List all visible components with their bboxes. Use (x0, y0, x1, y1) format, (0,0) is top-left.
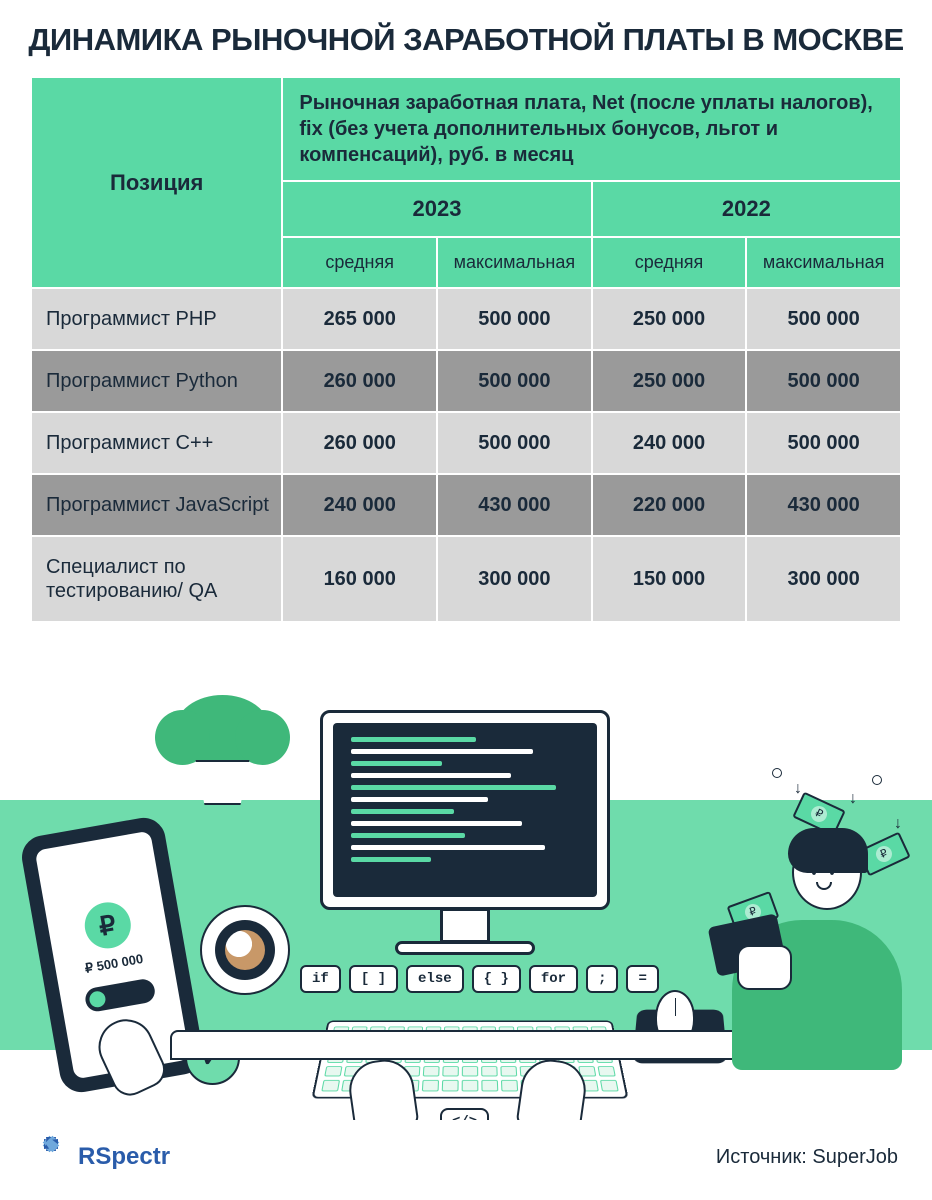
cell-2022-max: 500 000 (747, 413, 900, 473)
col-year-2022: 2022 (593, 182, 900, 236)
cell-2022-avg: 250 000 (593, 289, 746, 349)
col-position: Позиция (32, 78, 281, 287)
cell-2022-max: 430 000 (747, 475, 900, 535)
cell-2022-avg: 150 000 (593, 537, 746, 621)
cell-2023-avg: 260 000 (283, 351, 436, 411)
code-chip: else (406, 965, 464, 993)
cell-2023-max: 500 000 (438, 413, 591, 473)
footer: RSpectr Источник: SuperJob (0, 1140, 932, 1200)
col-2022-max: максимальная (747, 238, 900, 287)
cell-position: Программист C++ (32, 413, 281, 473)
rspectr-logo: RSpectr (34, 1140, 170, 1174)
coffee-cup-icon (200, 905, 290, 995)
page-title: ДИНАМИКА РЫНОЧНОЙ ЗАРАБОТНОЙ ПЛАТЫ В МОС… (0, 0, 932, 76)
table-row: Программист C++260 000500 000240 000500 … (32, 413, 900, 473)
cell-position: Специалист по тестированию/ QA (32, 537, 281, 621)
cell-2022-avg: 250 000 (593, 351, 746, 411)
code-chips-row: if [ ] else { } for; = (300, 965, 659, 993)
salary-table: Позиция Рыночная заработная плата, Net (… (30, 76, 902, 623)
col-description: Рыночная заработная плата, Net (после уп… (283, 78, 900, 180)
ruble-icon: ₽ (81, 899, 134, 952)
col-2022-avg: средняя (593, 238, 746, 287)
monitor-icon (320, 710, 610, 955)
phone-toggle-icon (83, 977, 156, 1013)
cell-2022-avg: 220 000 (593, 475, 746, 535)
bubble-tag: </> (440, 1108, 489, 1120)
col-year-2023: 2023 (283, 182, 590, 236)
cell-2022-max: 500 000 (747, 289, 900, 349)
cell-2023-avg: 160 000 (283, 537, 436, 621)
cell-2022-max: 500 000 (747, 351, 900, 411)
desk-icon (170, 1030, 760, 1060)
cell-2023-max: 500 000 (438, 289, 591, 349)
phone-amount: ₽ 500 000 (84, 951, 145, 977)
code-chip: { } (472, 965, 521, 993)
cell-2023-avg: 240 000 (283, 475, 436, 535)
cell-2022-avg: 240 000 (593, 413, 746, 473)
illustration: ₽ ₽ 500 000 if[ ]else{ }for;= != </> ✓ ↓… (0, 690, 932, 1120)
cell-position: Программист Python (32, 351, 281, 411)
salary-table-container: Позиция Рыночная заработная плата, Net (… (0, 76, 932, 623)
table-row: Программист Python260 000500 000250 0005… (32, 351, 900, 411)
table-row: Специалист по тестированию/ QA160 000300… (32, 537, 900, 621)
code-chip: = (626, 965, 658, 993)
rspectr-logo-text: RSpectr (78, 1143, 170, 1171)
cell-position: Программист JavaScript (32, 475, 281, 535)
cell-2023-max: 300 000 (438, 537, 591, 621)
code-chip: [ ] (349, 965, 398, 993)
plant-icon (175, 695, 270, 805)
cell-2023-avg: 260 000 (283, 413, 436, 473)
table-row: Программист PHP265 000500 000250 000500 … (32, 289, 900, 349)
person-with-money-icon: ↓ ↓ ↓ (712, 830, 912, 1070)
cell-2022-max: 300 000 (747, 537, 900, 621)
cell-2023-avg: 265 000 (283, 289, 436, 349)
cell-2023-max: 500 000 (438, 351, 591, 411)
rspectr-logo-icon (34, 1140, 68, 1174)
code-chip: for (529, 965, 578, 993)
col-2023-max: максимальная (438, 238, 591, 287)
code-chip: ; (586, 965, 618, 993)
code-chip: if (300, 965, 341, 993)
cell-2023-max: 430 000 (438, 475, 591, 535)
cell-position: Программист PHP (32, 289, 281, 349)
table-row: Программист JavaScript240 000430 000220 … (32, 475, 900, 535)
col-2023-avg: средняя (283, 238, 436, 287)
source-text: Источник: SuperJob (716, 1146, 898, 1169)
